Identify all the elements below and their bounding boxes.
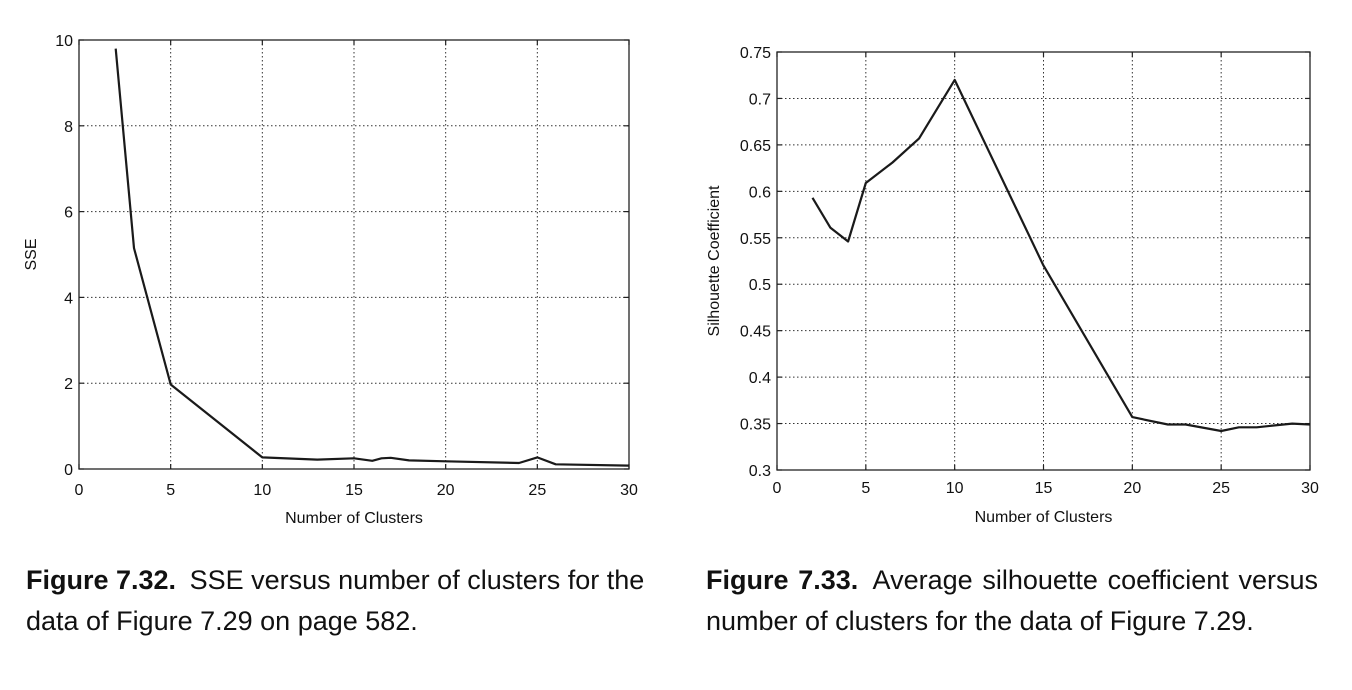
y-tick-label: 0.55	[740, 231, 771, 248]
x-tick-label: 20	[1123, 480, 1141, 497]
caption-figure-7-32-text: SSE versus number of clusters for the da…	[26, 565, 645, 636]
caption-figure-7-33-text: Average silhouette coefficient versus nu…	[706, 565, 1319, 636]
y-tick-label: 8	[64, 119, 73, 136]
x-tick-label: 20	[437, 482, 455, 499]
caption-figure-7-32: Figure 7.32. SSE versus number of cluste…	[26, 560, 666, 642]
y-tick-label: 0.6	[749, 184, 771, 201]
silhouette-chart: 0 5 10 15 20 25 30 0.3 0.35 0.4 0.45 0.5 0.55 0.6 0.65…	[706, 45, 1319, 526]
x-axis-label: Number of Clusters	[975, 509, 1113, 526]
y-tick-label: 6	[64, 205, 73, 222]
y-tick-label: 0.45	[740, 324, 771, 341]
y-tick-label: 0.75	[740, 45, 771, 62]
caption-figure-7-32-label: Figure 7.32.	[26, 565, 177, 595]
sse-chart: 0 5 10 15 20 25 30 0 2 4 6 8 10 Number of Clusters SSE	[23, 33, 638, 527]
series-line	[114, 48, 630, 467]
x-tick-label: 5	[861, 480, 870, 497]
x-tick-label: 10	[253, 482, 271, 499]
x-tick-label: 15	[345, 482, 363, 499]
y-tick-label: 0.4	[749, 370, 771, 387]
y-tick-label: 0.35	[740, 417, 771, 434]
x-tick-label: 5	[166, 482, 175, 499]
y-tick-label: 2	[64, 376, 73, 393]
y-tick-label: 10	[55, 33, 73, 50]
x-tick-label: 0	[75, 482, 84, 499]
y-axis-label: SSE	[23, 238, 40, 270]
y-tick-label: 0.3	[749, 463, 771, 480]
series-line	[811, 78, 1311, 433]
x-tick-label: 15	[1035, 480, 1053, 497]
x-tick-label: 25	[528, 482, 546, 499]
caption-figure-7-33: Figure 7.33. Average silhouette coeffici…	[706, 560, 1318, 642]
x-axis-label: Number of Clusters	[285, 510, 423, 527]
y-tick-label: 4	[64, 290, 73, 307]
x-tick-label: 0	[773, 480, 782, 497]
y-tick-label: 0	[64, 462, 73, 479]
y-tick-label: 0.5	[749, 277, 771, 294]
y-tick-label: 0.7	[749, 91, 771, 108]
x-tick-label: 30	[620, 482, 638, 499]
x-tick-label: 30	[1301, 480, 1319, 497]
y-axis-label: Silhouette Coefficient	[706, 185, 723, 336]
x-tick-label: 10	[946, 480, 964, 497]
figure-plots: 0 5 10 15 20 25 30 0 2 4 6 8 10 Number of Clusters SSE…	[23, 33, 1319, 527]
caption-figure-7-33-label: Figure 7.33.	[706, 565, 859, 595]
y-tick-label: 0.65	[740, 138, 771, 155]
x-tick-label: 25	[1212, 480, 1230, 497]
